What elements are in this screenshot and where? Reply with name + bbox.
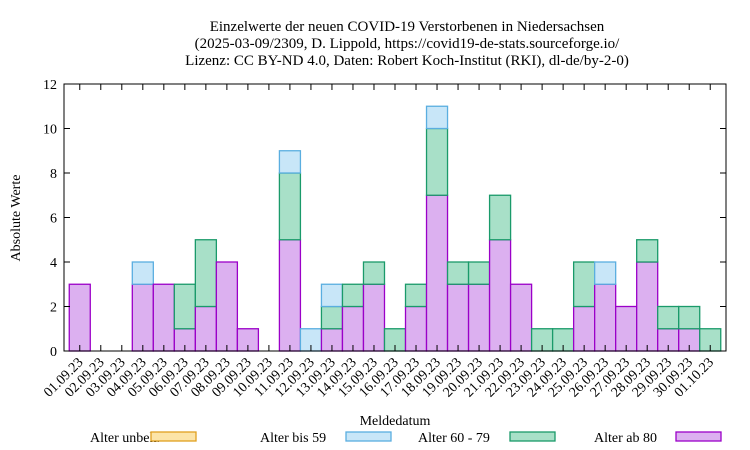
bars [68,105,722,352]
y-axis-label: Absolute Werte [9,175,24,262]
y-tick-label: 4 [50,256,57,271]
bar-29.09.23-series-1 [657,305,680,330]
bar-19.09.23-series-1 [446,261,470,285]
bar-08.09.23-series-0 [215,261,239,352]
y-axis: 0 2 4 6 8 10 12 [43,78,726,360]
bar-22.09.23-series-0 [509,283,533,352]
x-axis-label: Meldedatum [360,414,431,429]
legend-swatch-0 [150,431,197,442]
bar-28.09.23-series-1 [636,239,659,263]
bar-17.09.23-series-0 [404,305,428,352]
y-tick-label: 6 [50,212,57,227]
bar-30.09.23-series-1 [678,305,701,330]
bar-11.09.23-series-2 [278,150,302,174]
y-tick-label: 8 [50,167,57,182]
bar-11.09.23-series-1 [278,172,302,241]
bar-18.09.23-series-0 [425,194,449,352]
bar-05.09.23-series-0 [152,283,175,352]
bar-13.09.23-series-1 [320,305,344,330]
title-line-2: (2025-03-09/2309, D. Lippold, https://co… [195,36,620,52]
y-tick-label: 10 [43,123,57,138]
bar-25.09.23-series-1 [572,261,596,308]
legend-label-2: Alter 60 - 79 [418,431,490,446]
legend-swatch-3 [675,431,722,442]
bar-19.09.23-series-0 [446,283,470,352]
chart-title: Einzelwerte der neuen COVID-19 Verstorbe… [185,19,629,69]
bar-15.09.23-series-1 [362,261,386,285]
bar-04.09.23-series-2 [131,261,154,285]
legend-label-1: Alter bis 59 [260,431,326,446]
y-tick-label: 2 [50,301,57,316]
plot-frame [63,83,727,352]
bar-01.09.23-series-0 [68,283,91,352]
bar-11.09.23-series-0 [278,239,302,352]
bar-06.09.23-series-1 [173,283,196,330]
title-line-3: Lizenz: CC BY-ND 4.0, Daten: Robert Koch… [185,53,629,69]
bar-07.09.23-series-1 [194,239,218,308]
y-tick-label: 12 [43,78,57,93]
bar-17.09.23-series-1 [404,283,428,308]
legend-label-0: Alter unbek. [90,431,160,446]
bar-18.09.23-series-1 [425,127,449,196]
bar-04.09.23-series-0 [131,283,154,352]
bar-21.09.23-series-1 [488,194,512,241]
bar-13.09.23-series-2 [320,283,344,308]
legend: Alter unbek. Alter bis 59 Alter 60 - 79 Alt… [90,431,722,446]
x-axis: 01.09.2302.09.2303.09.2304.09.2305.09.23… [41,84,717,400]
bar-20.09.23-series-1 [467,261,491,285]
bar-18.09.23-series-2 [425,105,449,130]
bar-25.09.23-series-0 [572,305,596,352]
legend-label-3: Alter ab 80 [594,431,657,446]
bar-07.09.23-series-0 [194,305,218,352]
bar-14.09.23-series-0 [341,305,365,352]
bar-27.09.23-series-0 [615,305,638,352]
legend-swatch-2 [509,431,556,442]
bar-26.09.23-series-0 [594,283,617,352]
bar-20.09.23-series-0 [467,283,491,352]
bar-21.09.23-series-0 [488,239,512,352]
bar-26.09.23-series-2 [594,261,617,285]
title-line-1: Einzelwerte der neuen COVID-19 Verstorbe… [210,19,605,35]
bar-15.09.23-series-0 [362,283,386,352]
y-tick-label: 0 [50,345,57,360]
legend-swatch-1 [345,431,392,442]
bar-14.09.23-series-1 [341,283,365,308]
bar-28.09.23-series-0 [636,261,659,352]
